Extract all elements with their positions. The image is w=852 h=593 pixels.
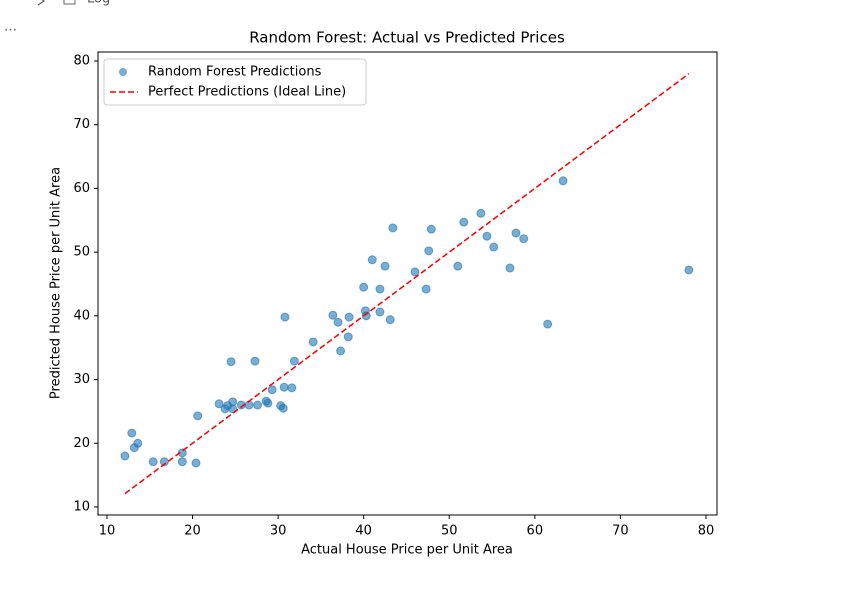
legend-swatch — [119, 68, 127, 76]
legend-box — [103, 58, 367, 106]
scatter-point — [410, 267, 420, 277]
x-tick-label: 40 — [355, 524, 372, 539]
scatter-point — [684, 265, 694, 275]
scatter-point — [380, 261, 390, 271]
y-tick-label: 50 — [73, 245, 90, 260]
scatter-point — [361, 311, 371, 321]
scatter-point — [308, 337, 318, 347]
scatter-point — [375, 307, 385, 317]
scatter-point — [250, 356, 260, 366]
scatter-point — [159, 457, 169, 467]
scatter-point — [476, 208, 486, 218]
y-tick-label: 80 — [73, 53, 90, 68]
scatter-point — [226, 357, 236, 367]
scatter-point — [287, 383, 297, 393]
x-tick-label: 20 — [184, 524, 201, 539]
chart-title: Random Forest: Actual vs Predicted Price… — [249, 29, 565, 47]
scatter-point — [278, 403, 288, 413]
scatter-point — [193, 411, 203, 421]
scatter-point — [263, 398, 273, 408]
scatter-point — [511, 228, 521, 238]
x-tick-label: 30 — [270, 524, 287, 539]
scatter-point — [421, 284, 431, 294]
y-tick-label: 30 — [73, 372, 90, 387]
scatter-point — [289, 356, 299, 366]
chevron-icon[interactable] — [37, 0, 46, 6]
scatter-point — [482, 231, 492, 241]
scatter-point — [453, 261, 463, 271]
y-tick-label: 60 — [73, 181, 90, 196]
scatter-point — [459, 217, 469, 227]
scatter-point — [214, 399, 224, 409]
scatter-point — [519, 234, 529, 244]
scatter-point — [280, 312, 290, 322]
scatter-point — [253, 400, 263, 410]
scatter-point — [148, 457, 158, 467]
x-tick-label: 60 — [527, 524, 544, 539]
scatter-point — [385, 315, 395, 325]
scatter-point — [336, 346, 346, 356]
log-icon[interactable] — [63, 0, 76, 5]
x-axis-label: Actual House Price per Unit Area — [301, 543, 513, 558]
scatter-point — [558, 176, 568, 186]
scatter-point — [343, 332, 353, 342]
scatter-point — [426, 224, 436, 234]
scatter-point — [133, 438, 143, 448]
scatter-point — [333, 317, 343, 327]
scatter-point — [191, 458, 201, 468]
scatter-point — [267, 385, 277, 395]
legend-label: Perfect Predictions (Ideal Line) — [148, 85, 346, 100]
scatter-point — [279, 382, 289, 392]
scatter-point — [505, 263, 515, 273]
scatter-point — [489, 242, 499, 252]
scatter-point — [344, 312, 354, 322]
scatter-point — [228, 404, 238, 414]
y-tick-label: 10 — [73, 499, 90, 514]
scatter-point — [120, 451, 130, 461]
scatter-point — [177, 457, 187, 467]
scatter-point — [367, 255, 377, 265]
x-tick-label: 50 — [441, 524, 458, 539]
scatter-point — [127, 428, 137, 438]
y-tick-label: 70 — [73, 117, 90, 132]
legend-label: Random Forest Predictions — [148, 65, 322, 80]
scatter-point — [244, 400, 254, 410]
scatter-point — [328, 310, 338, 320]
x-tick-label: 70 — [612, 524, 629, 539]
more-button[interactable]: … — [4, 20, 17, 35]
y-tick-label: 20 — [73, 436, 90, 451]
y-axis-label: Predicted House Price per Unit Area — [49, 167, 64, 399]
x-tick-label: 80 — [698, 524, 715, 539]
line-series — [124, 73, 690, 495]
scatter-point — [375, 284, 385, 294]
x-tick-label: 10 — [99, 524, 116, 539]
scatter-point — [424, 246, 434, 256]
scatter-point — [543, 319, 553, 329]
scatter-point — [177, 448, 187, 458]
scatter-point — [388, 223, 398, 233]
scatter-point — [359, 282, 369, 292]
log-label[interactable]: Log — [87, 0, 110, 7]
y-tick-label: 40 — [73, 308, 90, 323]
